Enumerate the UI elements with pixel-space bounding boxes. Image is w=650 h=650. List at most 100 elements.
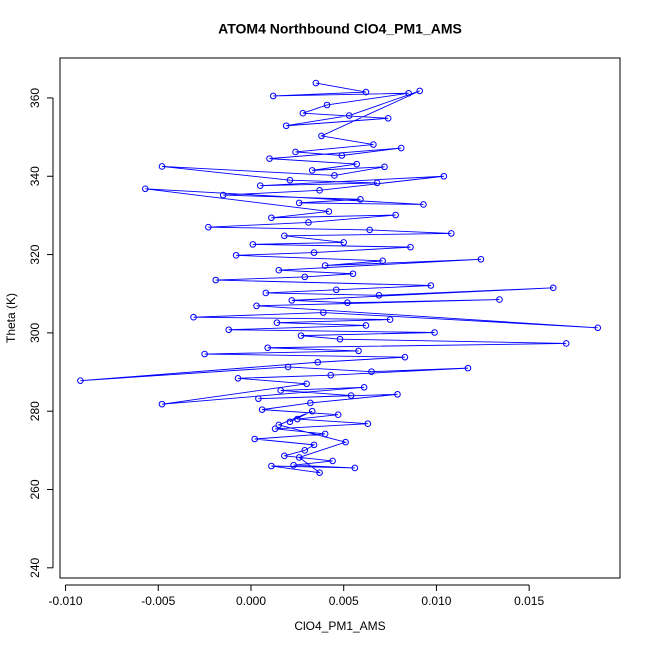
data-point	[269, 92, 277, 100]
data-point	[201, 350, 208, 358]
data-point	[275, 266, 283, 274]
data-point	[384, 115, 392, 122]
x-tick-label: -0.010	[49, 594, 83, 608]
data-point	[420, 201, 427, 208]
y-tick-label: 260	[28, 479, 42, 499]
data-point	[205, 223, 212, 231]
data-point	[407, 243, 414, 251]
data-point	[288, 297, 296, 304]
data-point	[251, 435, 259, 443]
data-point	[340, 239, 348, 246]
data-point	[477, 255, 485, 263]
data-point	[362, 322, 370, 329]
data-point	[373, 179, 381, 187]
data-point	[286, 176, 294, 184]
chart-title: ATOM4 Northbound ClO4_PM1_AMS	[218, 21, 462, 37]
data-point	[327, 371, 335, 379]
data-point	[392, 211, 399, 219]
data-point	[292, 148, 299, 156]
data-point	[286, 418, 294, 426]
x-tick-label: 0.005	[329, 594, 359, 608]
data-point	[386, 316, 394, 323]
data-point	[232, 252, 240, 259]
data-point	[266, 155, 273, 162]
y-tick-label: 320	[28, 244, 42, 264]
data-point	[141, 185, 149, 193]
y-tick-label: 240	[28, 557, 42, 577]
data-point	[349, 270, 357, 278]
data-point	[190, 313, 197, 321]
data-point	[345, 112, 353, 119]
data-point	[323, 101, 331, 109]
data-point	[316, 469, 323, 476]
data-point	[549, 284, 557, 292]
data-point	[158, 400, 166, 408]
x-axis-label: ClO4_PM1_AMS	[294, 619, 385, 633]
data-point	[336, 335, 344, 343]
data-point	[253, 302, 260, 310]
data-point	[318, 132, 325, 140]
data-point	[264, 344, 271, 352]
data-point	[331, 172, 338, 179]
data-point	[256, 182, 264, 189]
data-point	[370, 141, 377, 148]
data-point	[362, 88, 370, 96]
series-line	[80, 82, 598, 474]
data-point	[281, 452, 288, 460]
data-point	[307, 399, 314, 407]
data-point	[366, 226, 373, 234]
data-point	[594, 324, 602, 332]
data-point	[225, 326, 233, 334]
data-point	[268, 214, 275, 222]
data-point	[364, 420, 372, 428]
data-point	[427, 282, 435, 289]
data-point	[308, 407, 316, 415]
data-point	[351, 464, 359, 472]
data-point	[312, 79, 320, 87]
data-point	[281, 232, 288, 240]
data-point	[212, 276, 220, 284]
data-point	[379, 257, 386, 265]
data-point	[273, 319, 281, 326]
data-point	[320, 309, 327, 316]
data-point	[299, 109, 307, 117]
data-point	[310, 249, 318, 256]
data-point	[321, 430, 329, 438]
data-point	[310, 441, 318, 449]
y-tick-label: 340	[28, 166, 42, 186]
data-point	[381, 163, 388, 171]
data-point	[416, 87, 424, 95]
data-point	[447, 230, 455, 237]
data-point	[347, 392, 355, 399]
plot-box	[59, 57, 621, 579]
y-tick-label: 360	[28, 88, 42, 108]
x-tick-label: 0.000	[236, 594, 266, 608]
data-point	[284, 363, 292, 371]
data-point	[355, 347, 362, 355]
data-point	[314, 358, 322, 366]
data-point	[360, 384, 368, 391]
data-point	[397, 144, 405, 152]
data-point	[375, 291, 383, 299]
data-point	[275, 421, 283, 429]
data-point	[342, 438, 349, 446]
data-point	[440, 172, 448, 180]
data-point	[334, 411, 342, 419]
data-point	[301, 447, 309, 454]
data-point	[268, 462, 275, 470]
data-point	[262, 289, 270, 297]
data-point	[219, 191, 227, 199]
data-point	[401, 353, 409, 361]
data-point	[353, 160, 360, 168]
data-point	[562, 340, 570, 347]
data-point	[258, 406, 266, 413]
data-point	[431, 329, 438, 336]
y-tick-label: 280	[28, 401, 42, 421]
x-tick-label: 0.015	[514, 594, 544, 608]
data-point	[325, 208, 333, 215]
data-point	[297, 332, 305, 339]
data-point	[249, 241, 257, 248]
data-point	[368, 368, 375, 375]
y-tick-label: 300	[28, 323, 42, 343]
